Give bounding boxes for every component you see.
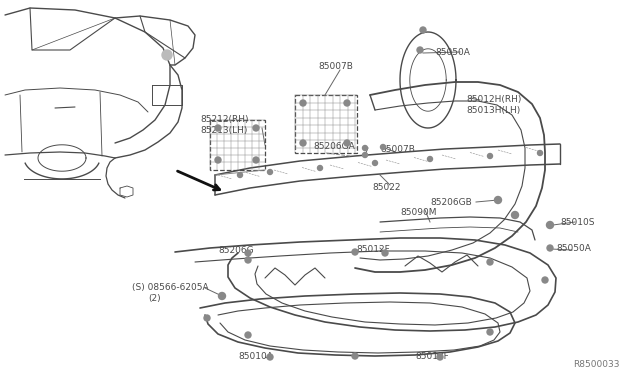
Circle shape — [253, 125, 259, 131]
Circle shape — [362, 145, 367, 151]
Circle shape — [437, 354, 443, 360]
Circle shape — [362, 153, 367, 157]
Circle shape — [428, 157, 433, 161]
Circle shape — [344, 140, 350, 146]
Circle shape — [162, 50, 172, 60]
Text: 85206GB: 85206GB — [430, 198, 472, 207]
Circle shape — [245, 332, 251, 338]
Circle shape — [381, 144, 385, 150]
Circle shape — [218, 292, 225, 299]
Text: 85012H(RH): 85012H(RH) — [466, 95, 522, 104]
Circle shape — [245, 257, 251, 263]
Text: 85050A: 85050A — [435, 48, 470, 57]
Text: 85213(LH): 85213(LH) — [200, 126, 248, 135]
Circle shape — [352, 249, 358, 255]
Circle shape — [542, 277, 548, 283]
Circle shape — [352, 353, 358, 359]
Circle shape — [547, 245, 553, 251]
Circle shape — [215, 125, 221, 131]
Circle shape — [487, 259, 493, 265]
Circle shape — [267, 354, 273, 360]
Text: 85010A: 85010A — [238, 352, 273, 361]
Circle shape — [300, 100, 306, 106]
Circle shape — [344, 100, 350, 106]
Circle shape — [488, 154, 493, 158]
Text: 85013H(LH): 85013H(LH) — [466, 106, 520, 115]
Circle shape — [317, 166, 323, 170]
Circle shape — [547, 221, 554, 228]
Circle shape — [268, 170, 273, 174]
Circle shape — [245, 250, 251, 256]
Text: 85050A: 85050A — [556, 244, 591, 253]
Text: 85206G: 85206G — [218, 246, 253, 255]
Text: 85007B: 85007B — [318, 62, 353, 71]
Text: 85090M: 85090M — [400, 208, 436, 217]
Text: 85007B: 85007B — [380, 145, 415, 154]
Circle shape — [420, 27, 426, 33]
Text: (S) 08566-6205A: (S) 08566-6205A — [132, 283, 209, 292]
Circle shape — [511, 212, 518, 218]
Text: 85012F: 85012F — [415, 352, 449, 361]
Circle shape — [253, 157, 259, 163]
Text: R8500033: R8500033 — [573, 360, 620, 369]
Circle shape — [417, 47, 423, 53]
Text: 85212(RH): 85212(RH) — [200, 115, 248, 124]
Circle shape — [538, 151, 543, 155]
Circle shape — [382, 250, 388, 256]
Text: 85012F: 85012F — [356, 245, 390, 254]
Circle shape — [215, 157, 221, 163]
Circle shape — [487, 329, 493, 335]
Circle shape — [495, 196, 502, 203]
Text: 85022: 85022 — [372, 183, 401, 192]
Circle shape — [237, 173, 243, 177]
Text: 85010S: 85010S — [560, 218, 595, 227]
Circle shape — [372, 160, 378, 166]
Text: (2): (2) — [148, 294, 161, 303]
Text: 85206GA: 85206GA — [313, 142, 355, 151]
Circle shape — [300, 140, 306, 146]
Circle shape — [204, 315, 210, 321]
